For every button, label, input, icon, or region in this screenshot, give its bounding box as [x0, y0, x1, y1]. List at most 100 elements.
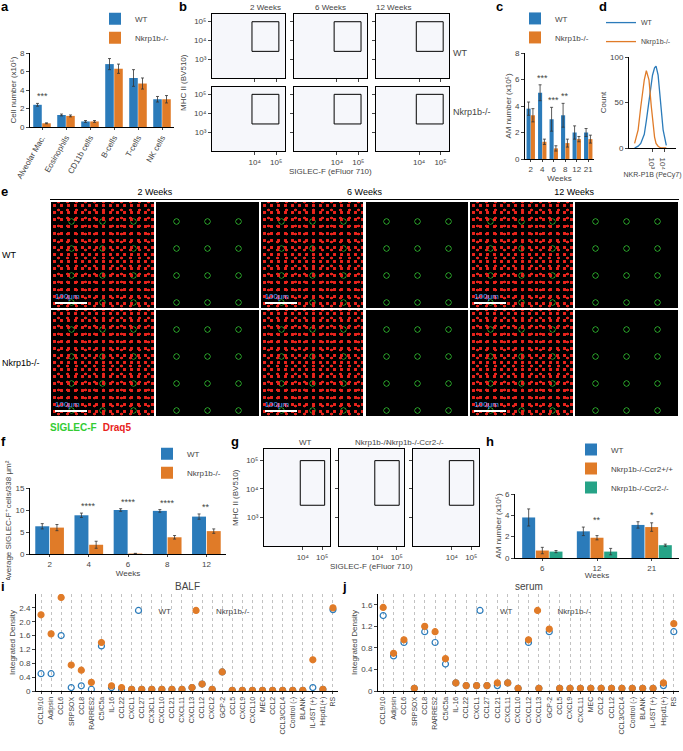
svg-text:**: ** — [561, 91, 569, 101]
svg-text:CCL9/10: CCL9/10 — [379, 697, 386, 725]
svg-text:0: 0 — [20, 123, 25, 132]
svg-text:1.6: 1.6 — [361, 601, 373, 610]
svg-text:C5/C5a: C5/C5a — [98, 697, 105, 721]
svg-text:Adipsin: Adipsin — [47, 697, 55, 720]
svg-text:10⁵: 10⁵ — [246, 456, 258, 465]
svg-text:2: 2 — [47, 560, 52, 569]
svg-text:SIGLEC-F (eFluor 710): SIGLEC-F (eFluor 710) — [330, 562, 413, 571]
svg-text:6: 6 — [126, 560, 131, 569]
svg-text:***: *** — [37, 91, 48, 101]
svg-text:CXCL11: CXCL11 — [178, 697, 185, 723]
svg-text:2.4: 2.4 — [19, 604, 31, 613]
svg-text:IL-6ST (+): IL-6ST (+) — [649, 697, 657, 729]
svg-text:10⁴: 10⁴ — [371, 553, 384, 562]
svg-text:CCL27: CCL27 — [483, 697, 490, 719]
svg-text:6 Weeks: 6 Weeks — [315, 3, 346, 12]
svg-text:WT: WT — [135, 15, 148, 24]
svg-text:Nkrp1b-/-Ccr2+/+: Nkrp1b-/-Ccr2+/+ — [611, 465, 673, 474]
svg-text:CCL6: CCL6 — [57, 697, 64, 715]
svg-text:CCL27: CCL27 — [138, 697, 145, 719]
svg-text:5: 5 — [20, 528, 25, 537]
svg-text:****: **** — [121, 497, 136, 507]
svg-text:CXCL2: CXCL2 — [208, 697, 215, 720]
svg-text:CXCL10: CXCL10 — [158, 697, 165, 724]
svg-text:10³: 10³ — [195, 55, 207, 64]
svg-text:10⁴: 10⁴ — [658, 158, 667, 171]
svg-text:IL-6ST (+): IL-6ST (+) — [309, 697, 317, 729]
svg-text:WT: WT — [453, 48, 467, 58]
svg-text:Nkrp1b-/-: Nkrp1b-/- — [555, 34, 589, 43]
svg-text:CCL21: CCL21 — [168, 697, 175, 719]
svg-text:GCP-2: GCP-2 — [219, 697, 226, 719]
svg-text:GCP-2: GCP-2 — [546, 697, 553, 719]
svg-text:Control (-): Control (-) — [289, 697, 297, 729]
svg-text:RS: RS — [329, 696, 336, 706]
svg-text:10⁴: 10⁴ — [249, 158, 262, 167]
svg-text:Nkrp1b-/-: Nkrp1b-/- — [453, 107, 491, 117]
svg-text:RARRES2: RARRES2 — [88, 697, 95, 730]
svg-text:***: *** — [537, 73, 548, 83]
svg-text:10⁵: 10⁵ — [352, 158, 364, 167]
svg-text:CCL12: CCL12 — [198, 697, 205, 719]
svg-text:4: 4 — [20, 86, 25, 95]
svg-text:4: 4 — [515, 102, 520, 111]
svg-text:CXCL10: CXCL10 — [514, 697, 521, 724]
svg-text:Control (-): Control (-) — [629, 697, 637, 729]
svg-text:C5/C5a: C5/C5a — [442, 697, 449, 721]
svg-text:CCL9/10: CCL9/10 — [37, 697, 44, 725]
svg-text:WT: WT — [611, 446, 624, 455]
svg-text:0: 0 — [515, 155, 520, 164]
svg-text:0: 0 — [26, 687, 31, 696]
svg-text:CCL3/CCL4: CCL3/CCL4 — [279, 697, 286, 735]
svg-text:CXCL10: CXCL10 — [249, 697, 256, 724]
svg-text:MEC: MEC — [587, 697, 594, 713]
svg-text:12: 12 — [572, 165, 581, 174]
svg-text:T-cells: T-cells — [124, 134, 143, 159]
svg-text:NKR-P1B (PeCy7): NKR-P1B (PeCy7) — [624, 171, 682, 179]
svg-text:10⁴: 10⁴ — [331, 158, 344, 167]
svg-text:CXCL11: CXCL11 — [577, 697, 584, 723]
svg-text:CXCL9: CXCL9 — [566, 697, 573, 720]
svg-text:CXCL13: CXCL13 — [535, 697, 542, 724]
svg-text:AM number (x10⁵): AM number (x10⁵) — [494, 493, 503, 558]
svg-text:6: 6 — [552, 165, 557, 174]
svg-text:Nkrp1b-/-: Nkrp1b-/- — [216, 607, 250, 616]
svg-text:CCL2: CCL2 — [597, 697, 604, 715]
svg-text:Integrated Density: Integrated Density — [350, 610, 359, 675]
svg-text:10⁵: 10⁵ — [194, 90, 206, 99]
svg-text:B-cells: B-cells — [99, 134, 119, 159]
svg-text:MEC: MEC — [259, 697, 266, 713]
svg-text:0: 0 — [20, 550, 25, 559]
svg-text:2: 2 — [529, 165, 534, 174]
svg-text:6: 6 — [540, 564, 545, 573]
svg-text:12 Weeks: 12 Weeks — [376, 3, 411, 12]
svg-text:CCL5: CCL5 — [229, 697, 236, 715]
svg-text:**: ** — [202, 502, 210, 512]
svg-text:8: 8 — [165, 560, 170, 569]
svg-text:10⁴: 10⁴ — [297, 553, 310, 562]
svg-text:CCL5: CCL5 — [556, 697, 563, 715]
svg-text:Nkrp1b-/-: Nkrp1b-/- — [558, 607, 592, 616]
svg-text:***: *** — [548, 95, 559, 105]
svg-text:CCL22: CCL22 — [462, 697, 469, 719]
svg-text:21: 21 — [584, 165, 593, 174]
svg-text:Nkrp1b-/-Ccr2-/-: Nkrp1b-/-Ccr2-/- — [386, 438, 444, 447]
svg-text:CCL22: CCL22 — [118, 697, 125, 719]
svg-text:12: 12 — [593, 564, 602, 573]
svg-text:CXCL1: CXCL1 — [128, 697, 135, 720]
svg-text:IL-16: IL-16 — [108, 697, 115, 713]
svg-text:MHC II (BV510): MHC II (BV510) — [179, 54, 188, 111]
svg-text:SIGLEC-F (eFluor 710): SIGLEC-F (eFluor 710) — [289, 167, 372, 176]
svg-text:0.4: 0.4 — [19, 673, 31, 682]
svg-text:WT: WT — [299, 438, 312, 447]
svg-text:Nkrp1b-/-: Nkrp1b-/- — [187, 469, 221, 478]
svg-text:Weeks: Weeks — [585, 571, 609, 580]
svg-text:6: 6 — [20, 67, 25, 76]
svg-text:6: 6 — [505, 490, 510, 499]
svg-text:CCL8: CCL8 — [421, 697, 428, 715]
svg-text:10⁵: 10⁵ — [465, 553, 477, 562]
svg-text:AM number (x10⁵): AM number (x10⁵) — [504, 73, 513, 138]
svg-text:50: 50 — [614, 98, 623, 107]
svg-text:10⁴: 10⁴ — [194, 36, 207, 45]
svg-text:Average SIGLEC-F⁺cells/338 μm²: Average SIGLEC-F⁺cells/338 μm² — [4, 460, 13, 580]
